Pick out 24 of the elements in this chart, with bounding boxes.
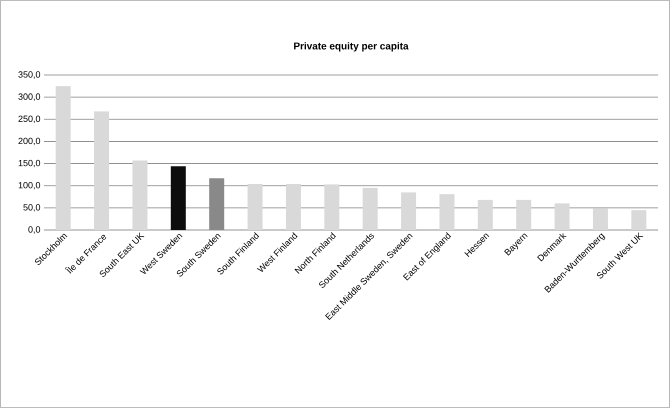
y-tick-label: 300,0 <box>18 93 40 101</box>
bar <box>401 192 416 230</box>
bar <box>324 184 340 230</box>
chart-title: Private equity per capita <box>294 42 409 52</box>
bar <box>478 200 493 230</box>
bar <box>362 188 378 230</box>
bar <box>631 210 646 230</box>
y-tick-label: 50,0 <box>23 204 40 212</box>
bar <box>248 184 263 230</box>
y-tick-label: 200,0 <box>18 138 40 146</box>
bar <box>132 160 148 230</box>
bar <box>56 86 71 230</box>
y-tick-label: 150,0 <box>18 160 40 168</box>
bar <box>554 203 570 230</box>
y-tick-label: 350,0 <box>18 71 40 79</box>
bar <box>286 184 301 230</box>
y-tick-label: 100,0 <box>18 182 40 190</box>
bar <box>439 194 454 230</box>
bar <box>592 208 608 230</box>
y-tick-label: 0,0 <box>28 226 40 234</box>
y-tick-label: 250,0 <box>18 116 40 123</box>
bar <box>516 200 532 230</box>
bar <box>170 166 186 230</box>
bar <box>94 111 110 230</box>
